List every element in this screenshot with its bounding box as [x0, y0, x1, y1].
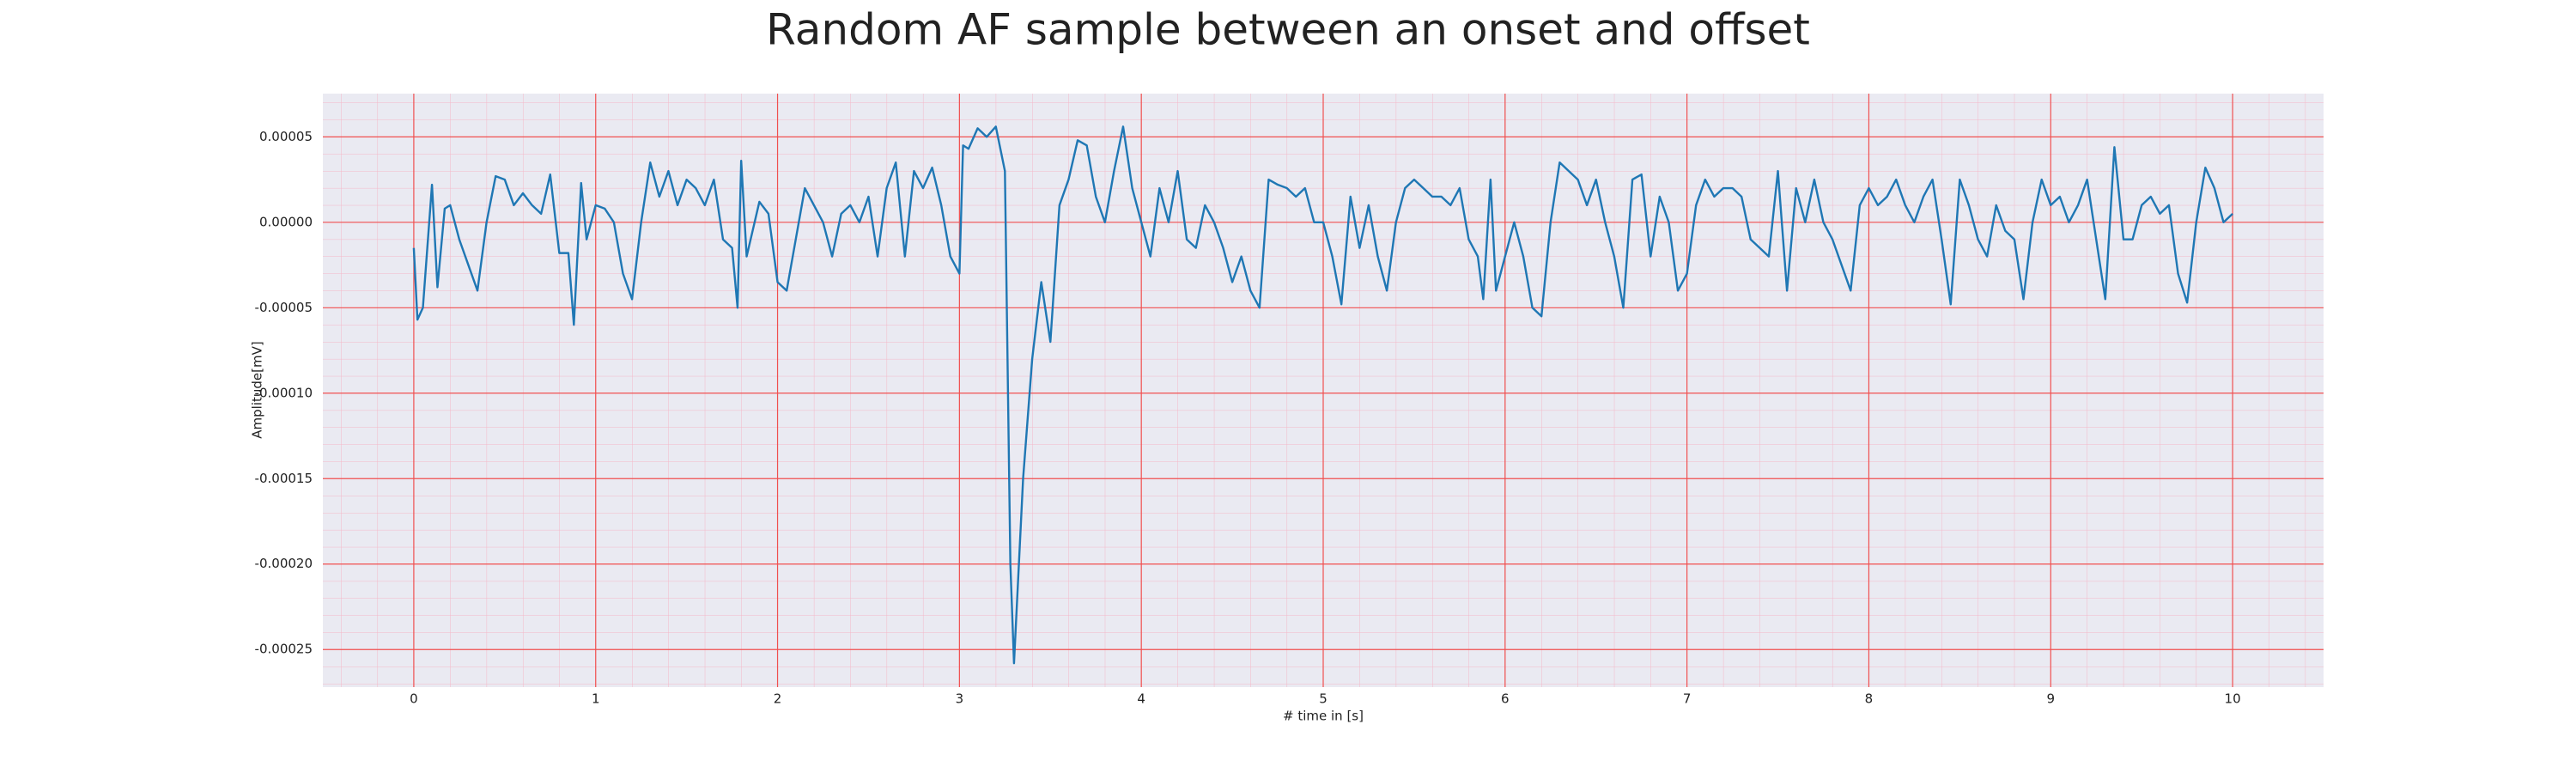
x-tick-label: 6	[1501, 691, 1510, 707]
series	[412, 125, 2233, 665]
x-tick-label: 2	[774, 691, 782, 707]
x-tick-label: 8	[1865, 691, 1874, 707]
x-axis-label: # time in [s]	[1283, 709, 1364, 724]
x-tick-label: 9	[2046, 691, 2055, 707]
labels: 0.00005 0.00000 -0.00005 -0.00010 -0.00015 -0…	[255, 129, 2241, 707]
y-tick-label: 0.00000	[259, 214, 313, 229]
x-tick-label: 3	[956, 691, 964, 707]
y-axis-label: Amplitude[mV]	[250, 341, 265, 438]
x-tick-label: 10	[2225, 691, 2241, 707]
y-tick-label: -0.00015	[255, 471, 313, 486]
x-tick-label: 0	[410, 691, 418, 707]
x-tick-label: 7	[1683, 691, 1692, 707]
x-tick-label: 4	[1137, 691, 1145, 707]
chart-title: Random AF sample between an onset and of…	[766, 5, 1810, 55]
y-tick-label: -0.00025	[255, 642, 313, 657]
x-tick-label: 5	[1319, 691, 1327, 707]
y-tick-label: 0.00005	[259, 129, 313, 144]
y-tick-label: -0.00020	[255, 556, 313, 571]
y-tick-label: -0.00005	[255, 300, 313, 315]
grid	[323, 94, 2324, 687]
y-tick-label: -0.00010	[255, 385, 313, 400]
x-tick-label: 1	[592, 691, 600, 707]
signal-line	[412, 125, 2233, 665]
